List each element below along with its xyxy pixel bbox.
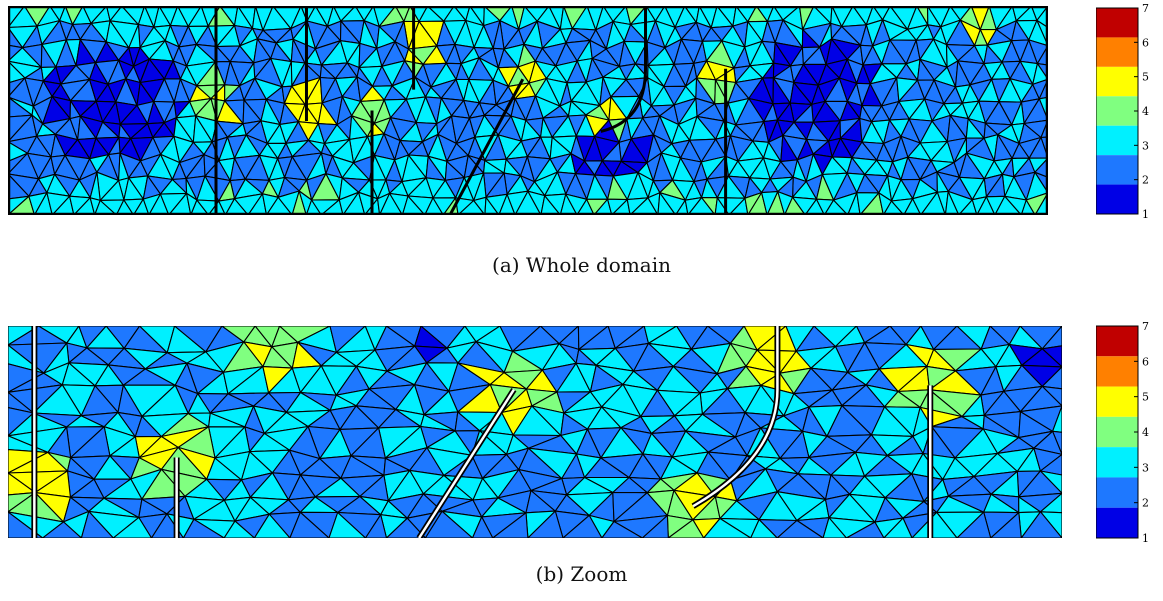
mesh-triangle xyxy=(562,514,603,538)
colorbar-segment xyxy=(1096,8,1138,38)
colorbar-segment xyxy=(1096,155,1138,185)
mesh-triangle xyxy=(601,520,643,538)
mesh-triangle xyxy=(424,510,474,538)
colorbar-tick-label: 2 xyxy=(1142,174,1149,187)
mesh-triangle xyxy=(641,514,669,538)
colorbar-tick-label: 4 xyxy=(1142,426,1149,439)
mesh-triangle xyxy=(845,521,885,538)
mesh-triangle xyxy=(822,517,847,538)
fracture-curve xyxy=(691,326,781,509)
mesh-triangle xyxy=(667,519,705,538)
colorbar-segment xyxy=(1096,447,1138,478)
colorbar-segment xyxy=(1096,507,1138,538)
mesh-triangle xyxy=(776,519,824,538)
colorbar-tick-label: 4 xyxy=(1142,105,1149,118)
colorbar-tick-label: 3 xyxy=(1142,461,1149,474)
colorbar-segment xyxy=(1096,184,1138,214)
colorbar-tick-label: 6 xyxy=(1142,36,1149,49)
caption-zoom: (b) Zoom xyxy=(535,562,628,586)
panel-whole-domain: 7 6 5 4 3 2 1 (a) Whole domain xyxy=(0,0,1163,290)
mesh-triangle xyxy=(1020,511,1062,538)
mesh-triangle xyxy=(990,512,1022,538)
colorbar-whole-domain: 7 6 5 4 3 2 1 xyxy=(1096,4,1149,218)
colorbar-segment xyxy=(1096,37,1138,67)
mesh-triangle xyxy=(750,519,778,538)
mesh-triangles xyxy=(8,6,1048,215)
mesh-triangles xyxy=(8,326,1062,538)
mesh-plot-zoom xyxy=(8,326,1062,538)
mesh-border xyxy=(8,6,1048,215)
mesh-triangle xyxy=(289,511,330,538)
colorbar-segment xyxy=(1096,477,1138,508)
colorbar-tick-label: 6 xyxy=(1142,355,1149,368)
colorbar-zoom: 7 6 5 4 3 2 1 xyxy=(1096,322,1149,542)
mesh-triangle xyxy=(703,517,752,538)
colorbar-segment xyxy=(1096,125,1138,156)
colorbar-tick-label: 5 xyxy=(1142,71,1149,84)
colorbar-tick-label: 1 xyxy=(1142,532,1149,542)
colorbar-tick-label: 1 xyxy=(1142,208,1149,218)
mesh-triangle xyxy=(253,513,291,538)
mesh-triangle xyxy=(223,520,255,538)
fracture-line xyxy=(416,387,517,538)
caption-whole-domain: (a) Whole domain xyxy=(492,253,671,277)
mesh-triangle xyxy=(1034,192,1048,215)
mesh-triangle xyxy=(956,511,992,538)
colorbar-segment xyxy=(1096,66,1138,97)
mesh-triangle xyxy=(385,517,426,538)
colorbar-tick-label: 7 xyxy=(1142,322,1149,333)
colorbar-tick-label: 7 xyxy=(1142,4,1149,15)
colorbar-segment xyxy=(1096,326,1138,357)
colorbar-tick-label: 3 xyxy=(1142,139,1149,152)
mesh-triangle xyxy=(42,521,82,538)
mesh-triangle xyxy=(883,517,913,538)
mesh-triangle xyxy=(328,511,367,538)
colorbar-segment xyxy=(1096,96,1138,126)
mesh-plot-whole-domain xyxy=(8,6,1048,215)
mesh-triangle xyxy=(182,518,225,538)
colorbar-segment xyxy=(1096,356,1138,387)
mesh-triangle xyxy=(112,516,153,538)
fracture-line xyxy=(448,78,525,215)
colorbar-segment xyxy=(1096,386,1138,417)
colorbar-tick-label: 5 xyxy=(1142,391,1149,404)
fracture-curve xyxy=(600,6,648,133)
mesh-triangle xyxy=(364,514,388,538)
mesh-triangle xyxy=(527,510,564,538)
colorbar-segment xyxy=(1096,416,1138,448)
colorbar-tick-label: 2 xyxy=(1142,497,1149,510)
mesh-triangle xyxy=(471,516,494,538)
mesh-triangle xyxy=(492,512,529,538)
mesh-triangle xyxy=(911,511,958,538)
mesh-triangle xyxy=(80,510,114,538)
